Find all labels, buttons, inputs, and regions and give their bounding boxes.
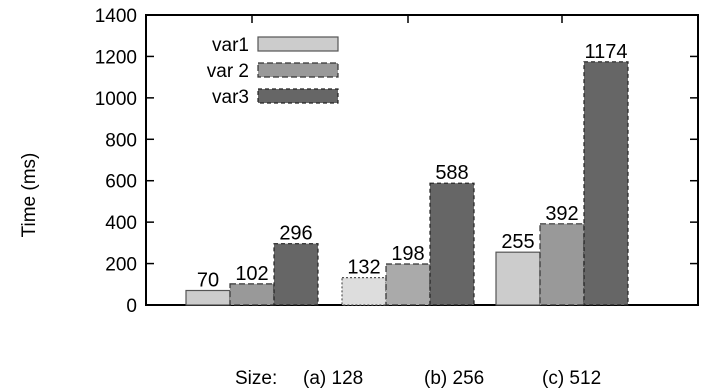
y-tick-label: 0 <box>126 296 137 317</box>
bar-value-label: 70 <box>197 270 219 292</box>
bar-var2-0 <box>229 283 275 306</box>
bar-value-label: 392 <box>545 203 578 225</box>
bar-var3-2 <box>583 61 629 306</box>
bar-var3-1 <box>429 182 475 306</box>
x-category-label: (c) 512 <box>542 368 601 389</box>
bar-var2-1 <box>385 263 431 306</box>
bar-var2-2 <box>539 223 585 306</box>
legend-label: var3 <box>212 87 249 108</box>
bar-value-label: 102 <box>235 263 268 285</box>
x-category-label: (b) 256 <box>424 368 484 389</box>
y-tick-label: 800 <box>105 130 137 151</box>
x-axis-prefix: Size: <box>235 368 277 389</box>
legend-swatch <box>257 62 339 78</box>
y-axis-label: Time (ms) <box>19 153 40 238</box>
bar-var3-0 <box>273 243 319 306</box>
legend-label: var 2 <box>207 61 249 82</box>
legend-swatch <box>257 36 339 52</box>
bar-var1-0 <box>185 289 231 306</box>
bar-value-label: 588 <box>435 162 468 184</box>
y-tick-label: 200 <box>105 255 137 276</box>
bar-value-label: 132 <box>347 257 380 279</box>
x-category-label: (a) 128 <box>303 368 363 389</box>
y-tick-label: 400 <box>105 213 137 234</box>
y-tick-label: 600 <box>105 172 137 193</box>
bar-value-label: 1174 <box>584 41 627 63</box>
bar-value-label: 255 <box>501 231 534 253</box>
bar-value-label: 198 <box>391 243 424 265</box>
y-tick-label: 1000 <box>95 89 137 110</box>
legend-label: var1 <box>212 35 249 56</box>
legend-swatch <box>257 88 339 104</box>
bar-var1-1 <box>341 277 387 306</box>
y-tick-label: 1200 <box>95 47 137 68</box>
bar-var1-2 <box>495 251 541 306</box>
bar-value-label: 296 <box>279 223 312 245</box>
y-tick-label: 1400 <box>95 6 137 27</box>
